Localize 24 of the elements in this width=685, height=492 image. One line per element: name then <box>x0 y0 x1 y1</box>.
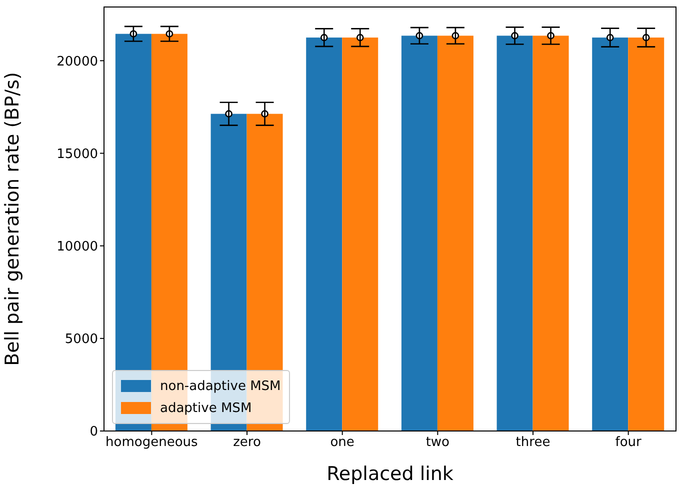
legend-label: non-adaptive MSM <box>160 378 281 394</box>
x-tick-label: one <box>330 435 354 450</box>
x-tick-label: three <box>516 435 550 450</box>
bar <box>437 36 474 431</box>
x-tick-label: zero <box>233 435 261 450</box>
bar <box>496 36 533 431</box>
x-tick-label: four <box>615 435 642 450</box>
bar <box>592 38 628 431</box>
x-tick-label: homogeneous <box>106 435 198 450</box>
y-axis-title: Bell pair generation rate (BP/s) <box>2 72 24 366</box>
x-tick-label: two <box>426 435 450 450</box>
bar <box>532 36 569 431</box>
x-axis-title: Replaced link <box>326 463 454 485</box>
y-tick-label: 10000 <box>56 239 98 254</box>
bar <box>401 36 438 431</box>
bar <box>628 38 664 431</box>
bar <box>306 38 342 431</box>
legend-label: adaptive MSM <box>160 400 252 416</box>
bar <box>115 34 152 431</box>
y-tick-label: 20000 <box>56 54 98 70</box>
y-tick-label: 0 <box>90 424 98 440</box>
y-tick-label: 5000 <box>64 332 98 348</box>
y-tick-label: 15000 <box>56 146 98 162</box>
bar <box>342 38 378 431</box>
